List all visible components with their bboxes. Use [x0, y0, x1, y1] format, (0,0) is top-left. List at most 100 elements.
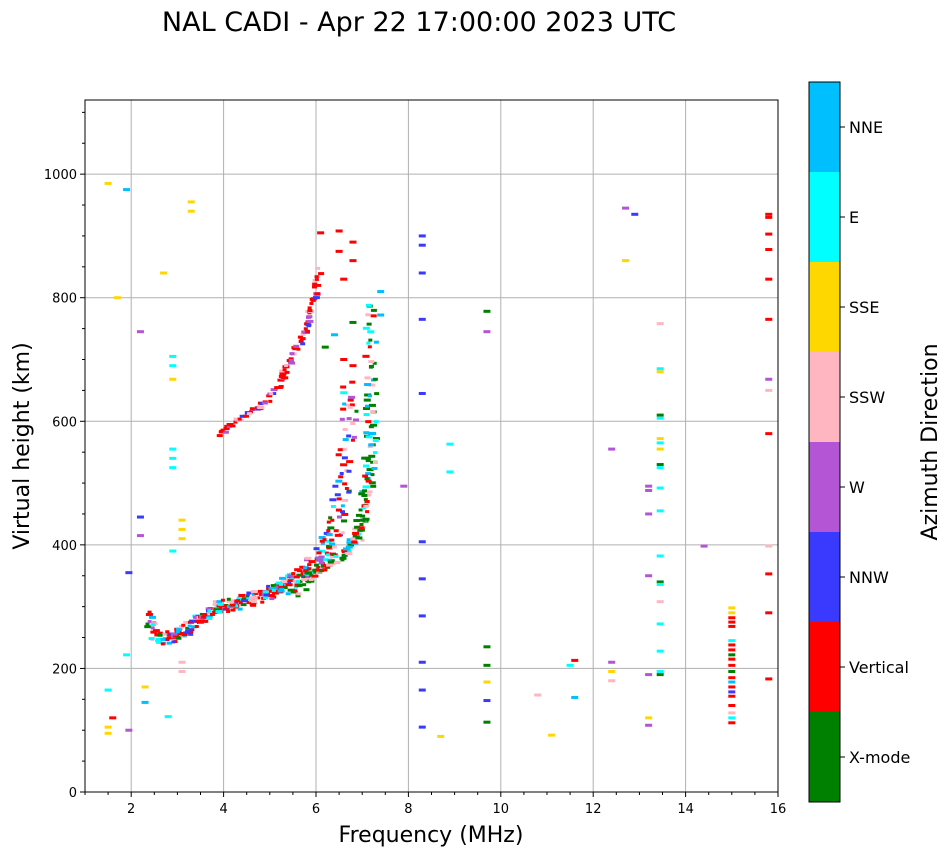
echo-point: [307, 567, 312, 571]
echo-point: [136, 515, 144, 519]
echo-point: [194, 625, 199, 629]
echo-point: [340, 407, 347, 411]
echo-point: [312, 282, 318, 286]
echo-point: [728, 680, 736, 684]
echo-point: [293, 344, 300, 348]
echo-point: [418, 391, 426, 395]
echo-point: [243, 414, 250, 418]
echo-point: [198, 617, 205, 621]
echo-point: [362, 489, 368, 493]
echo-point: [224, 424, 229, 428]
echo-point: [303, 327, 308, 331]
echo-point: [216, 604, 222, 608]
echo-point: [155, 637, 162, 641]
echo-point: [656, 463, 664, 467]
echo-point: [125, 571, 133, 575]
echo-point: [316, 551, 322, 555]
echo-point: [372, 437, 380, 441]
echo-point: [318, 272, 325, 276]
echo-point: [289, 352, 295, 356]
echo-point: [162, 637, 170, 641]
echo-point: [765, 544, 773, 548]
echo-point: [371, 466, 378, 470]
echo-point: [263, 593, 269, 597]
echo-point: [728, 694, 736, 698]
echo-point: [300, 332, 306, 336]
echo-point: [358, 508, 363, 512]
echo-point: [369, 423, 377, 427]
echo-point: [347, 542, 353, 546]
echo-point: [365, 510, 370, 514]
echo-point: [341, 519, 348, 523]
echo-point: [368, 481, 376, 485]
echo-point: [166, 641, 172, 645]
echo-point: [169, 456, 177, 460]
echo-point: [296, 573, 304, 577]
echo-point: [205, 614, 213, 618]
echo-point: [175, 636, 182, 640]
echo-point: [319, 568, 325, 572]
echo-point: [656, 670, 664, 674]
echo-point: [238, 593, 246, 597]
echo-point: [483, 680, 491, 684]
colorbar-label: Azimuth Direction: [918, 343, 943, 540]
echo-point: [104, 731, 112, 735]
echo-point: [364, 477, 370, 481]
echo-point: [217, 602, 224, 606]
echo-point: [251, 596, 258, 600]
echo-point: [308, 577, 314, 581]
echo-point: [656, 600, 664, 604]
echo-point: [365, 420, 372, 424]
echo-point: [370, 473, 375, 477]
echo-point: [362, 407, 370, 411]
echo-point: [150, 626, 155, 630]
y-axis-label: Virtual height (km): [10, 342, 35, 549]
echo-point: [358, 526, 365, 530]
echo-point: [349, 259, 357, 263]
echo-point: [340, 504, 345, 508]
echo-point: [571, 658, 579, 662]
echo-point: [340, 463, 348, 467]
echo-point: [188, 632, 194, 636]
echo-point: [656, 413, 664, 417]
echo-point: [285, 592, 291, 596]
echo-point: [351, 540, 358, 544]
echo-point: [177, 632, 184, 636]
echo-point: [187, 209, 195, 213]
echo-point: [365, 472, 372, 476]
x-tick-label: 8: [404, 802, 412, 817]
echo-point: [301, 330, 306, 334]
echo-point: [349, 240, 357, 244]
echo-point: [236, 599, 241, 603]
echo-point: [354, 525, 361, 529]
echo-point: [213, 608, 220, 612]
echo-point: [340, 556, 346, 560]
echo-point: [350, 438, 355, 442]
echo-point: [400, 484, 408, 488]
echo-point: [160, 637, 166, 641]
echo-point: [728, 620, 736, 624]
echo-point: [314, 277, 319, 281]
echo-point: [656, 649, 664, 653]
echo-point: [104, 181, 112, 185]
echo-point: [437, 734, 445, 738]
echo-point: [302, 575, 307, 579]
echo-point: [335, 508, 342, 512]
echo-point: [366, 490, 373, 494]
echo-point: [327, 526, 335, 530]
echo-point: [367, 445, 373, 449]
echo-point: [185, 629, 190, 633]
echo-point: [656, 509, 664, 513]
echo-point: [316, 283, 322, 287]
echo-point: [336, 515, 342, 519]
echo-point: [656, 554, 664, 558]
echo-point: [656, 416, 664, 420]
echo-point: [347, 405, 353, 409]
echo-point: [241, 599, 249, 603]
echo-point: [222, 430, 229, 434]
echo-point: [292, 352, 297, 356]
echo-point: [346, 434, 352, 438]
echo-point: [162, 632, 168, 636]
echo-point: [233, 420, 238, 424]
echo-point: [418, 317, 426, 321]
